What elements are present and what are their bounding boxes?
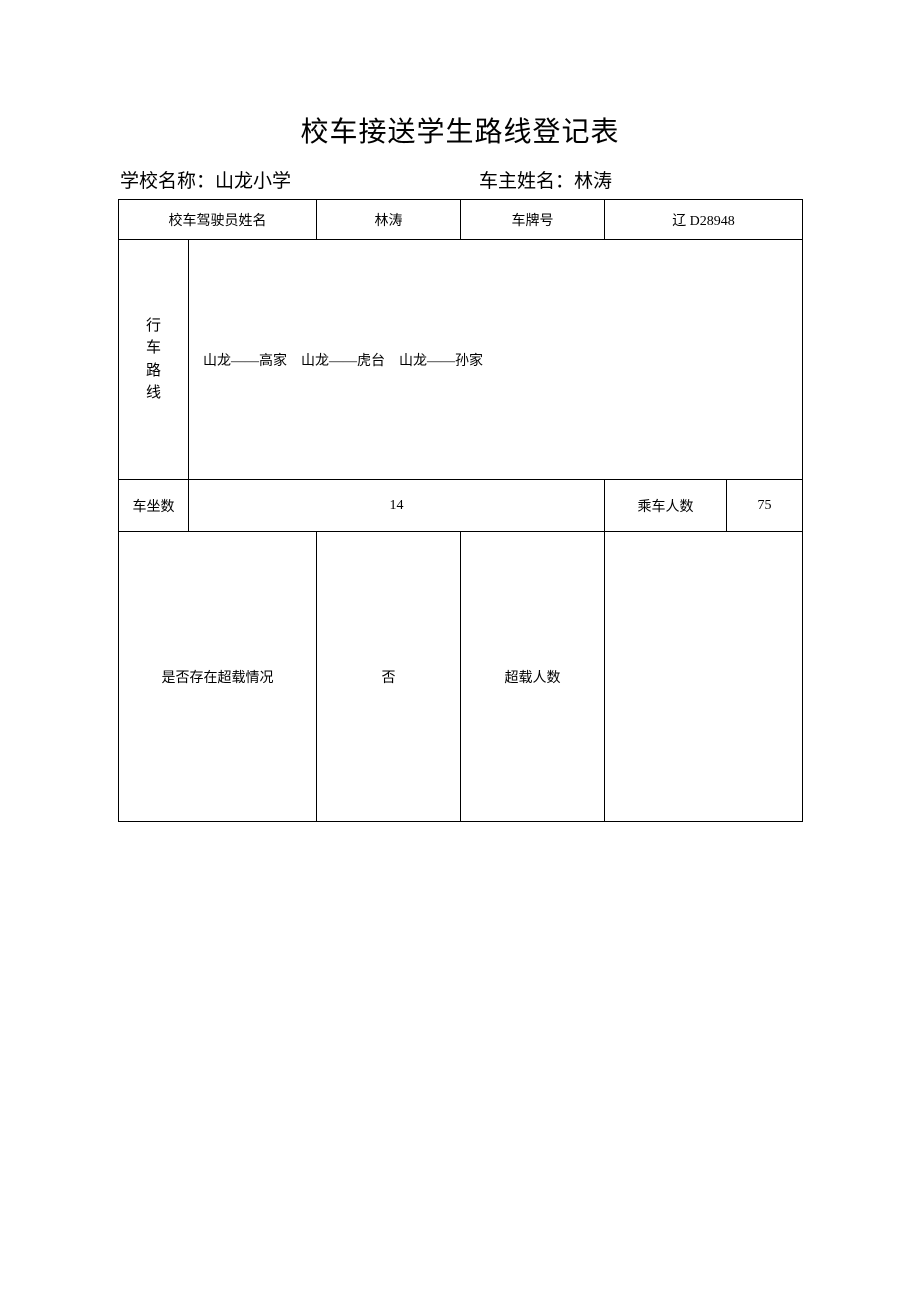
passengers-value: 75 <box>727 480 803 532</box>
page-title: 校车接送学生路线登记表 <box>118 110 802 150</box>
registration-table: 校车驾驶员姓名 林涛 车牌号 辽 D28948 行车路线 山龙——高家 山龙——… <box>118 199 803 822</box>
passengers-label: 乘车人数 <box>605 480 727 532</box>
overload-value: 否 <box>317 532 461 822</box>
school-info: 学校名称：山龙小学 <box>120 166 291 193</box>
driver-label: 校车驾驶员姓名 <box>119 200 317 240</box>
school-label: 学校名称： <box>120 171 215 192</box>
plate-number: 辽 D28948 <box>605 200 803 240</box>
driver-name: 林涛 <box>317 200 461 240</box>
school-name: 山龙小学 <box>215 171 291 192</box>
plate-label: 车牌号 <box>461 200 605 240</box>
seats-value: 14 <box>189 480 605 532</box>
owner-name: 林涛 <box>574 171 612 192</box>
table-row: 车坐数 14 乘车人数 75 <box>119 480 803 532</box>
table-row: 是否存在超载情况 否 超载人数 <box>119 532 803 822</box>
route-label: 行车路线 <box>119 240 189 480</box>
subtitle-row: 学校名称：山龙小学 车主姓名：林涛 <box>118 166 802 193</box>
owner-info: 车主姓名：林涛 <box>479 166 612 193</box>
route-content: 山龙——高家 山龙——虎台 山龙——孙家 <box>189 240 803 480</box>
overload-count-value <box>605 532 803 822</box>
seats-label: 车坐数 <box>119 480 189 532</box>
overload-label: 是否存在超载情况 <box>119 532 317 822</box>
table-row: 校车驾驶员姓名 林涛 车牌号 辽 D28948 <box>119 200 803 240</box>
table-row: 行车路线 山龙——高家 山龙——虎台 山龙——孙家 <box>119 240 803 480</box>
overload-count-label: 超载人数 <box>461 532 605 822</box>
owner-label: 车主姓名： <box>479 171 574 192</box>
